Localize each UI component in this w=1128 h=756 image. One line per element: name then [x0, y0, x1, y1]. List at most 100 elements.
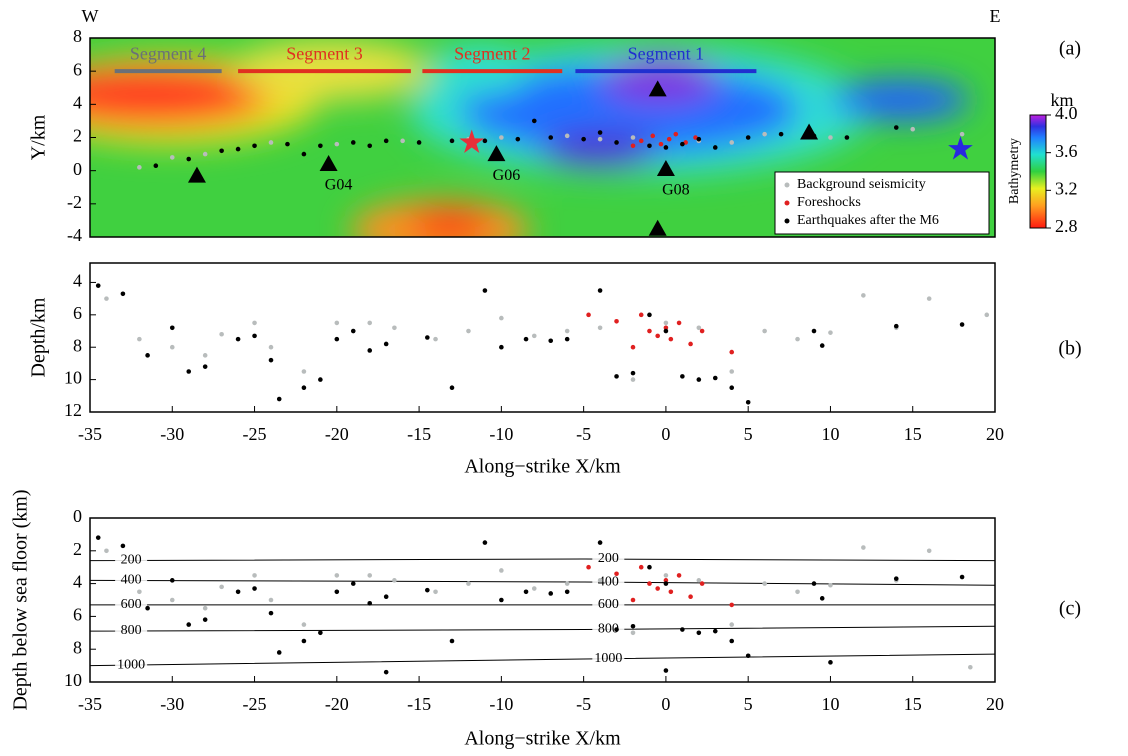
data-point	[664, 145, 669, 150]
data-point	[631, 624, 636, 629]
data-point	[565, 134, 570, 139]
y-tick-label: 2	[73, 539, 82, 559]
x-tick-label: -25	[243, 694, 267, 714]
data-point	[795, 337, 800, 342]
data-point	[795, 590, 800, 595]
contour-label: 1000	[594, 651, 622, 666]
data-point	[392, 325, 397, 330]
data-point	[697, 325, 702, 330]
x-tick-label: 10	[821, 694, 839, 714]
data-point	[729, 385, 734, 390]
data-point	[680, 142, 685, 147]
data-point	[367, 321, 372, 326]
colorbar	[1030, 115, 1046, 228]
x-tick-label: -5	[576, 694, 591, 714]
data-point	[277, 650, 282, 655]
contour-label: 200	[598, 551, 619, 566]
data-point	[532, 334, 537, 339]
data-point	[236, 337, 241, 342]
contour-label: 600	[121, 597, 142, 612]
legend-label: Background seismicity	[797, 177, 926, 192]
data-point	[121, 291, 126, 296]
data-point	[598, 540, 603, 545]
legend-label: Foreshocks	[797, 195, 861, 210]
data-point	[433, 590, 438, 595]
data-point	[779, 132, 784, 137]
data-point	[812, 581, 817, 586]
data-point	[499, 135, 504, 140]
data-point	[894, 125, 899, 130]
data-point	[960, 575, 965, 580]
data-point	[659, 142, 664, 147]
data-point	[680, 627, 685, 632]
data-point	[729, 350, 734, 355]
data-point	[203, 152, 208, 157]
data-point	[170, 325, 175, 330]
data-point	[650, 134, 655, 139]
data-point	[186, 369, 191, 374]
data-point	[960, 132, 965, 137]
data-point	[532, 586, 537, 591]
x-tick-label: 0	[661, 694, 670, 714]
data-point	[828, 135, 833, 140]
data-point	[700, 329, 705, 334]
data-point	[392, 578, 397, 583]
data-point	[400, 139, 405, 144]
data-point	[269, 140, 274, 145]
data-point	[466, 581, 471, 586]
west-label: W	[82, 6, 99, 26]
data-point	[812, 329, 817, 334]
plot-frame	[90, 263, 995, 412]
data-point	[667, 137, 672, 142]
data-point	[351, 581, 356, 586]
data-point	[269, 358, 274, 363]
data-point	[565, 581, 570, 586]
x-axis-label: Along−strike X/km	[464, 728, 621, 750]
data-point	[614, 374, 619, 379]
data-point	[170, 598, 175, 603]
x-tick-label: -5	[576, 424, 591, 444]
data-point	[351, 140, 356, 145]
data-point	[697, 631, 702, 636]
data-point	[820, 343, 825, 348]
data-point	[680, 374, 685, 379]
y-axis-label: Y/km	[28, 114, 50, 160]
data-point	[713, 376, 718, 381]
segment-label: Segment 2	[454, 43, 531, 63]
data-point	[384, 342, 389, 347]
colorbar-tick-label: 3.6	[1055, 141, 1078, 161]
data-point	[236, 590, 241, 595]
y-tick-label: 4	[73, 92, 82, 112]
data-point	[631, 143, 636, 148]
data-point	[302, 369, 307, 374]
data-point	[367, 601, 372, 606]
data-point	[688, 342, 693, 347]
segment-label: Segment 1	[628, 43, 705, 63]
x-tick-label: -25	[243, 424, 267, 444]
legend-marker	[785, 219, 790, 224]
x-tick-label: -30	[160, 424, 184, 444]
data-point	[302, 152, 307, 157]
data-point	[351, 329, 356, 334]
data-point	[524, 590, 529, 595]
data-point	[746, 135, 751, 140]
data-point	[186, 622, 191, 627]
data-point	[302, 639, 307, 644]
x-tick-label: -10	[489, 424, 513, 444]
data-point	[664, 668, 669, 673]
colorbar-tick-label: 4.0	[1055, 103, 1078, 123]
data-point	[688, 594, 693, 599]
data-point	[252, 321, 257, 326]
data-point	[697, 578, 702, 583]
data-point	[565, 329, 570, 334]
contour-line	[90, 559, 995, 561]
data-point	[154, 163, 159, 168]
data-point	[335, 573, 340, 578]
data-point	[586, 313, 591, 318]
x-tick-label: 5	[744, 694, 753, 714]
segment-label: Segment 4	[130, 43, 207, 63]
data-point	[984, 313, 989, 318]
data-point	[828, 583, 833, 588]
data-point	[145, 606, 150, 611]
data-point	[170, 155, 175, 160]
